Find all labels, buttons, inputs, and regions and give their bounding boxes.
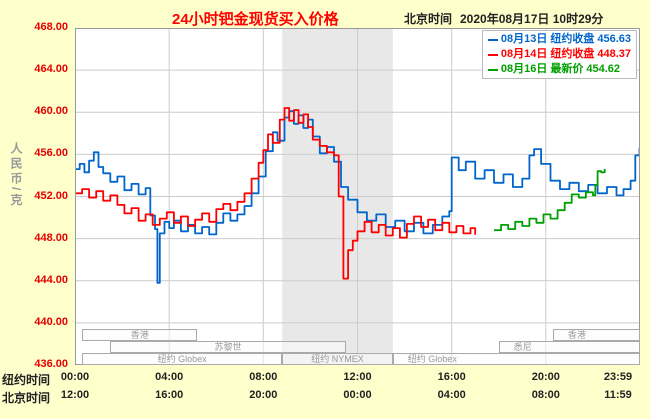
y-tick-label: 436.00 — [34, 358, 68, 370]
x-axis-row2-label: 北京时间 — [2, 391, 51, 405]
market-session-band: 香港 — [82, 329, 198, 341]
market-session-band: 纽约 NYMEX — [282, 353, 393, 365]
page-title: 24小时钯金现货买入价格 — [172, 11, 339, 28]
ny-time-tick: 20:00 — [531, 371, 560, 383]
current-datetime: 2020年08月17日 10时29分 — [460, 12, 604, 26]
market-session-band: 纽约 Globex — [82, 353, 283, 365]
y-tick-label: 460.00 — [34, 105, 68, 118]
legend-label: 纽约收盘 — [550, 48, 595, 60]
ny-time-tick: 04:00 — [155, 371, 184, 383]
beijing-time-tick: 04:00 — [437, 389, 466, 401]
legend-value: 456.63 — [597, 33, 631, 45]
plot-area: 08月13日 纽约收盘 456.63 08月14日 纽约收盘 448.37 08… — [75, 28, 640, 365]
beijing-time-tick: 16:00 — [155, 389, 184, 401]
ny-time-tick: 08:00 — [249, 371, 278, 383]
ny-time-tick: 00:00 — [60, 371, 90, 383]
legend-date: 08月14日 — [500, 48, 548, 60]
beijing-time-tick: 00:00 — [343, 389, 372, 401]
beijing-time-tick: 08:00 — [531, 389, 560, 401]
y-tick-label: 448.00 — [34, 231, 68, 244]
blue-line-marker-icon — [487, 38, 498, 41]
ny-time-tick: 12:00 — [343, 371, 372, 383]
market-session-band: 苏黎世 — [110, 341, 346, 353]
legend: 08月13日 纽约收盘 456.63 08月14日 纽约收盘 448.37 08… — [481, 30, 637, 79]
y-tick-label: 440.00 — [34, 315, 68, 328]
legend-item-aug13: 08月13日 纽约收盘 456.63 — [487, 32, 631, 47]
beijing-time-tick: 11:59 — [604, 389, 632, 401]
y-tick-label: 468.00 — [34, 21, 68, 33]
ny-time-tick: 23:59 — [603, 371, 633, 383]
market-session-band: 香港 — [552, 329, 640, 341]
timezone-label: 北京时间 — [404, 12, 453, 26]
y-tick-label: 444.00 — [34, 273, 68, 286]
green-line-marker-icon — [487, 68, 498, 71]
beijing-time-tick: 20:00 — [249, 389, 278, 401]
x-axis-row1-label: 纽约时间 — [2, 373, 51, 387]
y-axis-title: 人民币/克 — [9, 142, 23, 209]
legend-date: 08月13日 — [500, 33, 548, 45]
ny-time-tick: 16:00 — [437, 371, 466, 383]
y-tick-label: 464.00 — [34, 63, 68, 76]
y-tick-label: 456.00 — [34, 147, 68, 160]
chart-canvas — [75, 28, 640, 365]
legend-date: 08月16日 — [500, 63, 548, 75]
legend-item-aug14: 08月14日 纽约收盘 448.37 — [487, 47, 631, 62]
red-line-marker-icon — [487, 53, 498, 56]
beijing-time-tick: 12:00 — [60, 389, 90, 401]
market-session-band: 纽约 Globex — [392, 353, 640, 365]
legend-item-aug16: 08月16日 最新价 454.62 — [487, 62, 631, 77]
legend-label: 纽约收盘 — [550, 33, 595, 45]
legend-value: 448.37 — [597, 48, 631, 60]
legend-label: 最新价 — [550, 63, 584, 75]
legend-value: 454.62 — [586, 63, 620, 75]
y-tick-label: 452.00 — [34, 189, 68, 202]
market-session-band: 悉尼 — [498, 341, 640, 353]
